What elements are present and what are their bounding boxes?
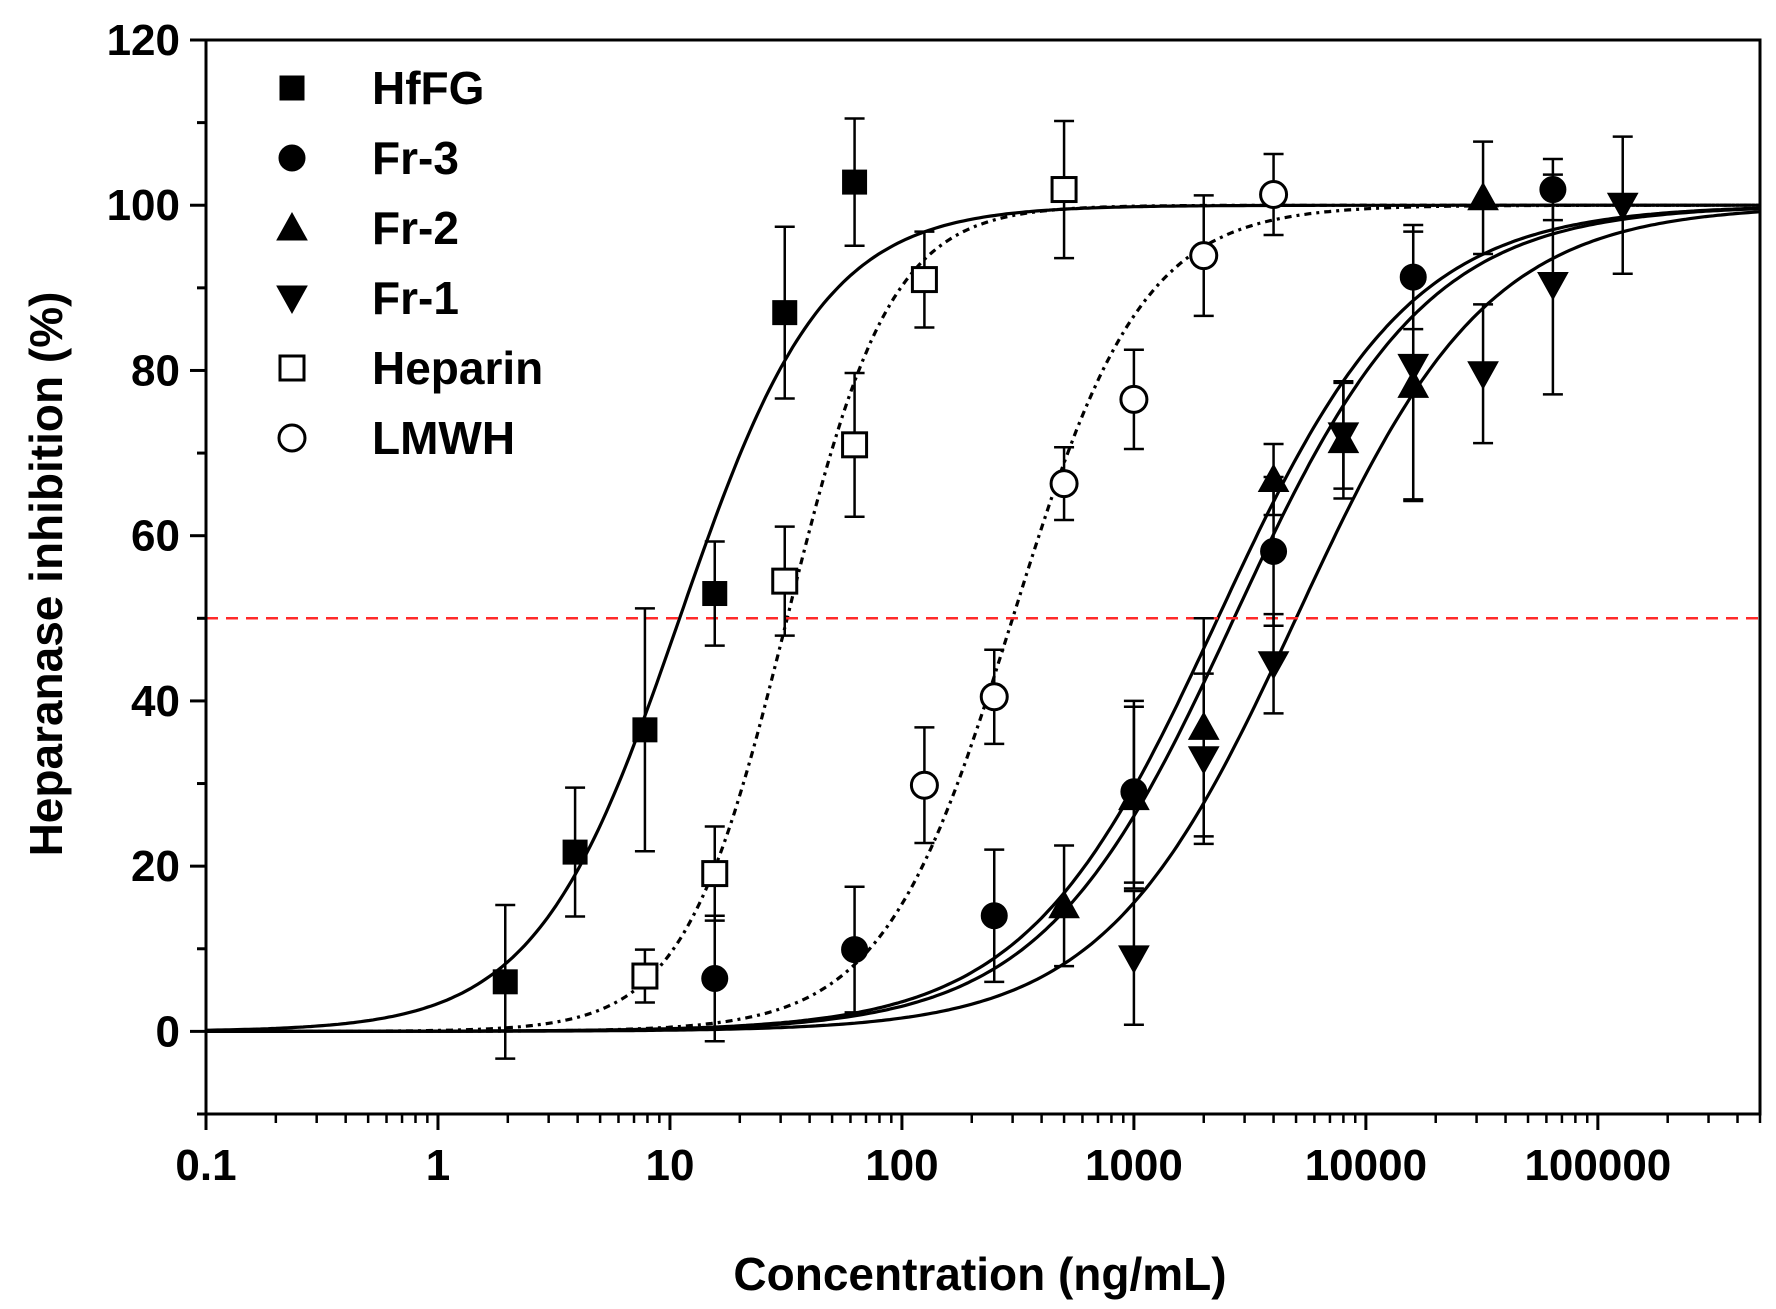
data-point-heparin bbox=[841, 431, 869, 459]
data-point-fr-1 bbox=[1118, 945, 1150, 974]
legend-marker-fr-3 bbox=[278, 144, 306, 172]
y-tick-label: 40 bbox=[131, 677, 180, 726]
legend-marker-heparin bbox=[278, 354, 306, 382]
data-point-fr-2 bbox=[1257, 463, 1290, 493]
y-tick-label: 100 bbox=[107, 181, 180, 230]
axes: 0 20 40 60 80 100 120 0.1 1 10 100 1000 10000 100000 bbox=[107, 16, 1762, 1190]
data-point-fr-1 bbox=[1257, 651, 1290, 680]
x-tick-label: 1 bbox=[426, 1141, 450, 1190]
data-point-fr-3 bbox=[980, 902, 1008, 930]
fit-curve-heparin bbox=[206, 203, 1760, 1034]
data-point-lmwh bbox=[979, 682, 1009, 712]
data-point-heparin bbox=[771, 567, 799, 595]
fit-curves bbox=[206, 203, 1761, 1034]
fit-curve-fr-2 bbox=[206, 207, 1761, 1034]
y-tick-label: 80 bbox=[131, 346, 180, 395]
legend-marker-fr-1 bbox=[276, 285, 308, 315]
y-tick-label: 60 bbox=[131, 512, 180, 561]
data-point-fr-3 bbox=[1399, 263, 1427, 291]
data-point-fr-2 bbox=[1397, 369, 1430, 398]
legend-label-heparin: Heparin bbox=[372, 342, 543, 394]
legend-label-fr-3: Fr-3 bbox=[372, 132, 459, 184]
legend-label-lmwh: LMWH bbox=[372, 412, 515, 464]
data-point-hffg bbox=[632, 717, 658, 743]
data-point-lmwh bbox=[1259, 179, 1289, 209]
data-point-heparin bbox=[1050, 176, 1078, 204]
legend-marker-fr-2 bbox=[276, 211, 308, 241]
data-point-fr-2 bbox=[1118, 781, 1150, 811]
data-point-hffg bbox=[772, 300, 798, 326]
data-point-fr-1 bbox=[1327, 422, 1360, 451]
data-point-lmwh bbox=[1119, 384, 1149, 414]
y-tick-label: 20 bbox=[131, 842, 180, 891]
data-point-lmwh bbox=[909, 770, 939, 800]
fit-curve-fr-3 bbox=[206, 206, 1761, 1034]
legend-marker-hffg bbox=[279, 75, 305, 101]
data-point-fr-1 bbox=[1397, 353, 1430, 383]
data-point-hffg bbox=[702, 581, 728, 607]
x-axis-title: Concentration (ng/mL) bbox=[733, 1248, 1226, 1300]
x-tick-label: 100 bbox=[865, 1141, 938, 1190]
data-point-heparin bbox=[701, 860, 729, 888]
data-point-lmwh bbox=[1189, 241, 1219, 271]
legend-label-fr-2: Fr-2 bbox=[372, 202, 459, 254]
data-point-fr-2 bbox=[1467, 181, 1499, 211]
data-point-fr-1 bbox=[1467, 361, 1499, 390]
data-point-fr-3 bbox=[841, 936, 869, 964]
data-point-fr-1 bbox=[1606, 192, 1639, 222]
fit-curve-fr-1 bbox=[206, 210, 1761, 1034]
data-point-fr-3 bbox=[1539, 176, 1567, 204]
data-point-fr-3 bbox=[1260, 537, 1288, 565]
data-point-fr-1 bbox=[1537, 272, 1569, 301]
data-point-hffg bbox=[492, 969, 518, 995]
data-point-fr-2 bbox=[1187, 711, 1220, 740]
legend: HfFG Fr-3 Fr-2 Fr-1 Heparin LMWH bbox=[276, 62, 543, 464]
legend-label-fr-1: Fr-1 bbox=[372, 272, 459, 324]
data-point-hffg bbox=[562, 839, 588, 865]
data-point-fr-2 bbox=[1048, 889, 1080, 919]
y-axis-title: Heparanase inhibition (%) bbox=[20, 292, 72, 857]
data-markers bbox=[492, 169, 1639, 995]
y-tick-label: 0 bbox=[156, 1007, 180, 1056]
data-point-heparin bbox=[631, 962, 659, 990]
data-point-lmwh bbox=[1049, 469, 1079, 499]
data-point-fr-3 bbox=[701, 965, 729, 993]
x-tick-label: 10 bbox=[645, 1141, 694, 1190]
data-point-fr-1 bbox=[1187, 746, 1220, 775]
x-tick-label: 100000 bbox=[1524, 1141, 1671, 1190]
x-tick-label: 10000 bbox=[1305, 1141, 1427, 1190]
x-tick-label: 0.1 bbox=[175, 1141, 236, 1190]
data-point-heparin bbox=[910, 266, 938, 294]
y-tick-label: 120 bbox=[107, 16, 180, 65]
x-tick-label: 1000 bbox=[1085, 1141, 1183, 1190]
plot-frame bbox=[204, 38, 1762, 1116]
legend-marker-lmwh bbox=[277, 423, 307, 453]
data-point-hffg bbox=[842, 169, 868, 195]
legend-label-hffg: HfFG bbox=[372, 62, 484, 114]
